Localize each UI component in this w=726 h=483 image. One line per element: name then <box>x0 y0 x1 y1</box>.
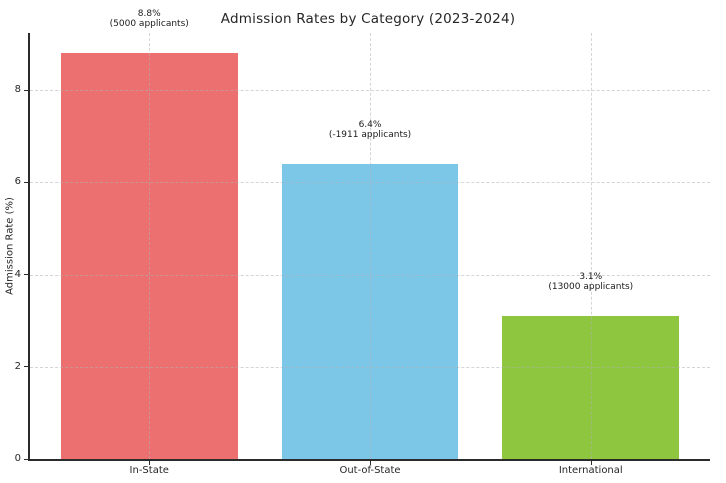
y-tick-mark <box>24 181 28 183</box>
bar-annotation: 8.8% (5000 applicants) <box>110 9 189 29</box>
x-tick-label: International <box>558 465 623 476</box>
y-tick-label: 8 <box>14 84 21 96</box>
annotation-rate: 3.1% <box>579 272 603 283</box>
y-axis-label: Admission Rate (%) <box>4 197 16 295</box>
y-tick-label: 4 <box>14 268 21 280</box>
bar-in-state <box>60 53 238 459</box>
annotation-applicants: (5000 applicants) <box>109 19 189 30</box>
y-tick-label: 2 <box>14 360 21 372</box>
x-tick-mark <box>370 461 371 465</box>
y-tick-mark <box>24 274 28 276</box>
y-tick-label: 6 <box>14 176 21 188</box>
bar-annotation: 3.1% (13000 applicants) <box>548 272 633 292</box>
x-gridline <box>370 33 371 459</box>
annotation-rate: 6.4% <box>358 119 382 130</box>
y-tick-label: 0 <box>14 453 21 464</box>
annotation-rate: 8.8% <box>137 9 161 20</box>
x-tick-label: Out-of-State <box>339 465 401 476</box>
y-tick-mark <box>24 89 28 91</box>
annotation-applicants: (-1911 applicants) <box>328 129 412 140</box>
plot-area: 0 2 4 6 8 8.8% (5000 applicants) In-State 6.4% (-… <box>15 9 710 476</box>
y-tick-mark <box>24 458 28 460</box>
bar-international <box>502 316 680 459</box>
annotation-applicants: (13000 applicants) <box>548 282 634 293</box>
chart-title: Admission Rates by Category (2023-2024) <box>220 11 516 27</box>
x-tick-label: In-State <box>129 465 169 476</box>
bar-out-of-state <box>281 163 459 459</box>
x-gridline <box>590 33 592 459</box>
x-gridline <box>149 33 151 459</box>
y-tick-mark <box>24 366 28 368</box>
x-tick-mark <box>149 461 151 465</box>
bar-annotation: 6.4% (-1911 applicants) <box>329 120 411 140</box>
x-tick-mark <box>590 461 592 465</box>
